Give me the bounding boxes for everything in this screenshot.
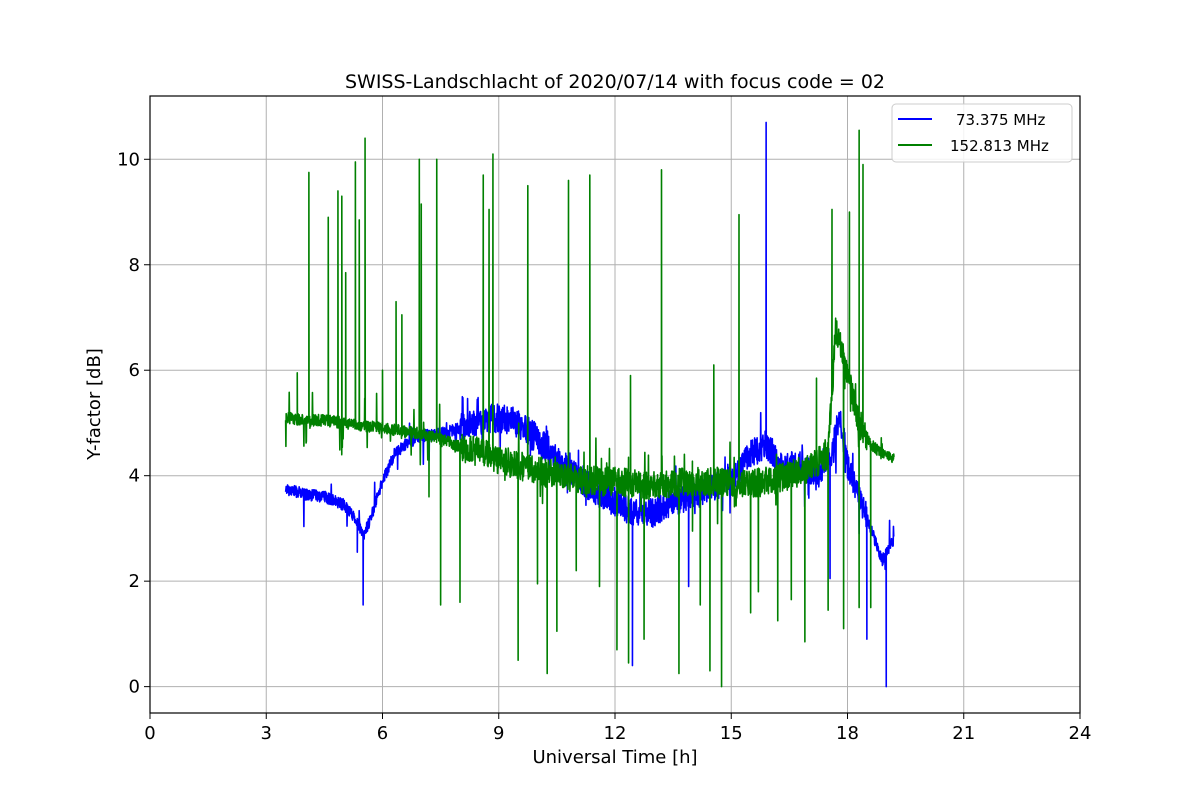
x-tick-label: 12 bbox=[604, 723, 627, 744]
x-tick-label: 15 bbox=[720, 723, 743, 744]
x-tick-label: 18 bbox=[836, 723, 859, 744]
x-tick-label: 21 bbox=[952, 723, 975, 744]
y-tick-label: 10 bbox=[117, 149, 140, 170]
series-layer bbox=[284, 121, 895, 688]
y-axis-label: Y-factor [dB] bbox=[84, 348, 105, 461]
grid bbox=[149, 96, 1081, 713]
y-tick-label: 8 bbox=[129, 255, 140, 276]
legend-label-0: 73.375 MHz bbox=[956, 111, 1045, 129]
legend-box bbox=[891, 103, 1073, 163]
legend-label-1: 152.813 MHz bbox=[950, 137, 1049, 155]
legend: 73.375 MHz 152.813 MHz bbox=[891, 103, 1073, 163]
chart-title: SWISS-Landschlacht of 2020/07/14 with fo… bbox=[345, 71, 885, 93]
y-tick-label: 2 bbox=[129, 571, 140, 592]
x-tick-label: 24 bbox=[1069, 723, 1092, 744]
y-tick-label: 4 bbox=[129, 466, 140, 487]
series-line-1 bbox=[284, 129, 895, 688]
x-tick-label: 3 bbox=[261, 723, 272, 744]
x-tick-label: 9 bbox=[493, 723, 504, 744]
x-axis-label: Universal Time [h] bbox=[532, 747, 697, 768]
y-tick-label: 0 bbox=[129, 677, 140, 698]
x-tick-label: 6 bbox=[377, 723, 388, 744]
x-tick-label: 0 bbox=[144, 723, 155, 744]
y-tick-label: 6 bbox=[129, 360, 140, 381]
